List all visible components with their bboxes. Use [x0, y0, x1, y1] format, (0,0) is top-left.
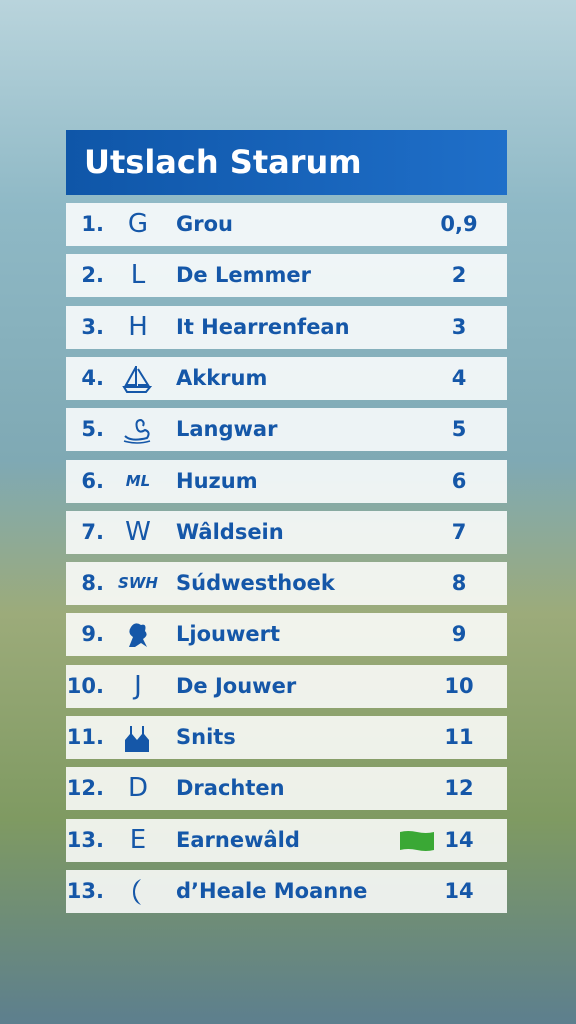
rank: 2. [81, 263, 104, 288]
team-name: Akkrum [176, 365, 268, 390]
table-row: 3. H It Hearrenfean 3 [66, 305, 507, 349]
team-name: Wâldsein [176, 519, 284, 544]
team-name: Snits [176, 725, 236, 749]
rank: 10. [66, 673, 104, 698]
title: Utslach Starum [66, 130, 507, 195]
score: 10 [444, 673, 474, 698]
rank: 5. [81, 417, 104, 442]
table-row: 13. d’Heale Moanne 14 [66, 869, 507, 913]
emblem: J [134, 670, 142, 701]
table-row: 11. Snits 11 [66, 716, 507, 759]
score: 9 [451, 622, 467, 647]
score: 12 [444, 776, 474, 801]
table-row: 13. E Earnewâld 14 [66, 818, 507, 862]
rank: 4. [81, 365, 104, 390]
team-name: Ljouwert [176, 622, 280, 647]
table-row: 2. L De Lemmer 2 [66, 254, 507, 298]
rank: 1. [81, 212, 104, 236]
rank: 6. [81, 468, 104, 493]
emblem: W [125, 516, 151, 547]
table-row: 9. Ljouwert 9 [66, 613, 507, 657]
emblem: H [128, 311, 148, 342]
emblem-icon [133, 878, 141, 905]
team-name: Langwar [176, 417, 278, 442]
team-name: Grou [176, 212, 233, 236]
rank: 11. [66, 725, 104, 749]
score: 2 [451, 263, 467, 288]
emblem: L [130, 260, 146, 291]
table-row: 6. ML Huzum 6 [66, 459, 507, 503]
rank: 9. [81, 622, 104, 647]
team-name: d’Heale Moanne [176, 878, 368, 903]
score: 0,9 [440, 212, 478, 236]
emblem: ML [125, 471, 151, 490]
score: 4 [451, 365, 467, 390]
team-name: It Hearrenfean [176, 314, 350, 339]
emblem-icon [122, 365, 153, 393]
table-row: 4. Akkrum 4 [66, 356, 507, 400]
score: 6 [451, 468, 467, 493]
emblem: SWH [118, 574, 158, 593]
rank: 8. [81, 571, 104, 596]
table-row: 8. SWH Súdwesthoek 8 [66, 562, 507, 606]
emblem-icon [123, 419, 151, 444]
team-name: Huzum [176, 468, 258, 493]
emblem: G [127, 209, 149, 239]
rank: 12. [66, 776, 104, 801]
emblem-icon [129, 623, 147, 648]
table-row: 1. G Grou 0,9 [66, 203, 507, 246]
team-name: Súdwesthoek [176, 571, 335, 596]
score: 7 [451, 519, 467, 544]
score: 14 [444, 827, 474, 852]
score: 11 [444, 725, 474, 749]
score: 14 [444, 878, 474, 903]
table-row: 12. D Drachten 12 [66, 767, 507, 811]
emblem: E [129, 824, 147, 855]
table-row: 7. W Wâldsein 7 [66, 510, 507, 554]
emblem: D [127, 773, 149, 804]
score: 8 [451, 571, 467, 596]
team-name: Drachten [176, 776, 285, 801]
team-name: Earnewâld [176, 827, 300, 852]
emblem-icon [125, 726, 149, 752]
table-row: 10. J De Jouwer 10 [66, 664, 507, 708]
score: 5 [451, 417, 467, 442]
team-name: De Jouwer [176, 673, 297, 698]
rank: 13. [66, 878, 104, 903]
rank: 13. [66, 827, 104, 852]
table-row: 5. Langwar 5 [66, 408, 507, 452]
team-name: De Lemmer [176, 263, 311, 288]
flag [400, 830, 434, 851]
rank: 7. [81, 519, 104, 544]
score: 3 [451, 314, 467, 339]
rank: 3. [81, 314, 104, 339]
